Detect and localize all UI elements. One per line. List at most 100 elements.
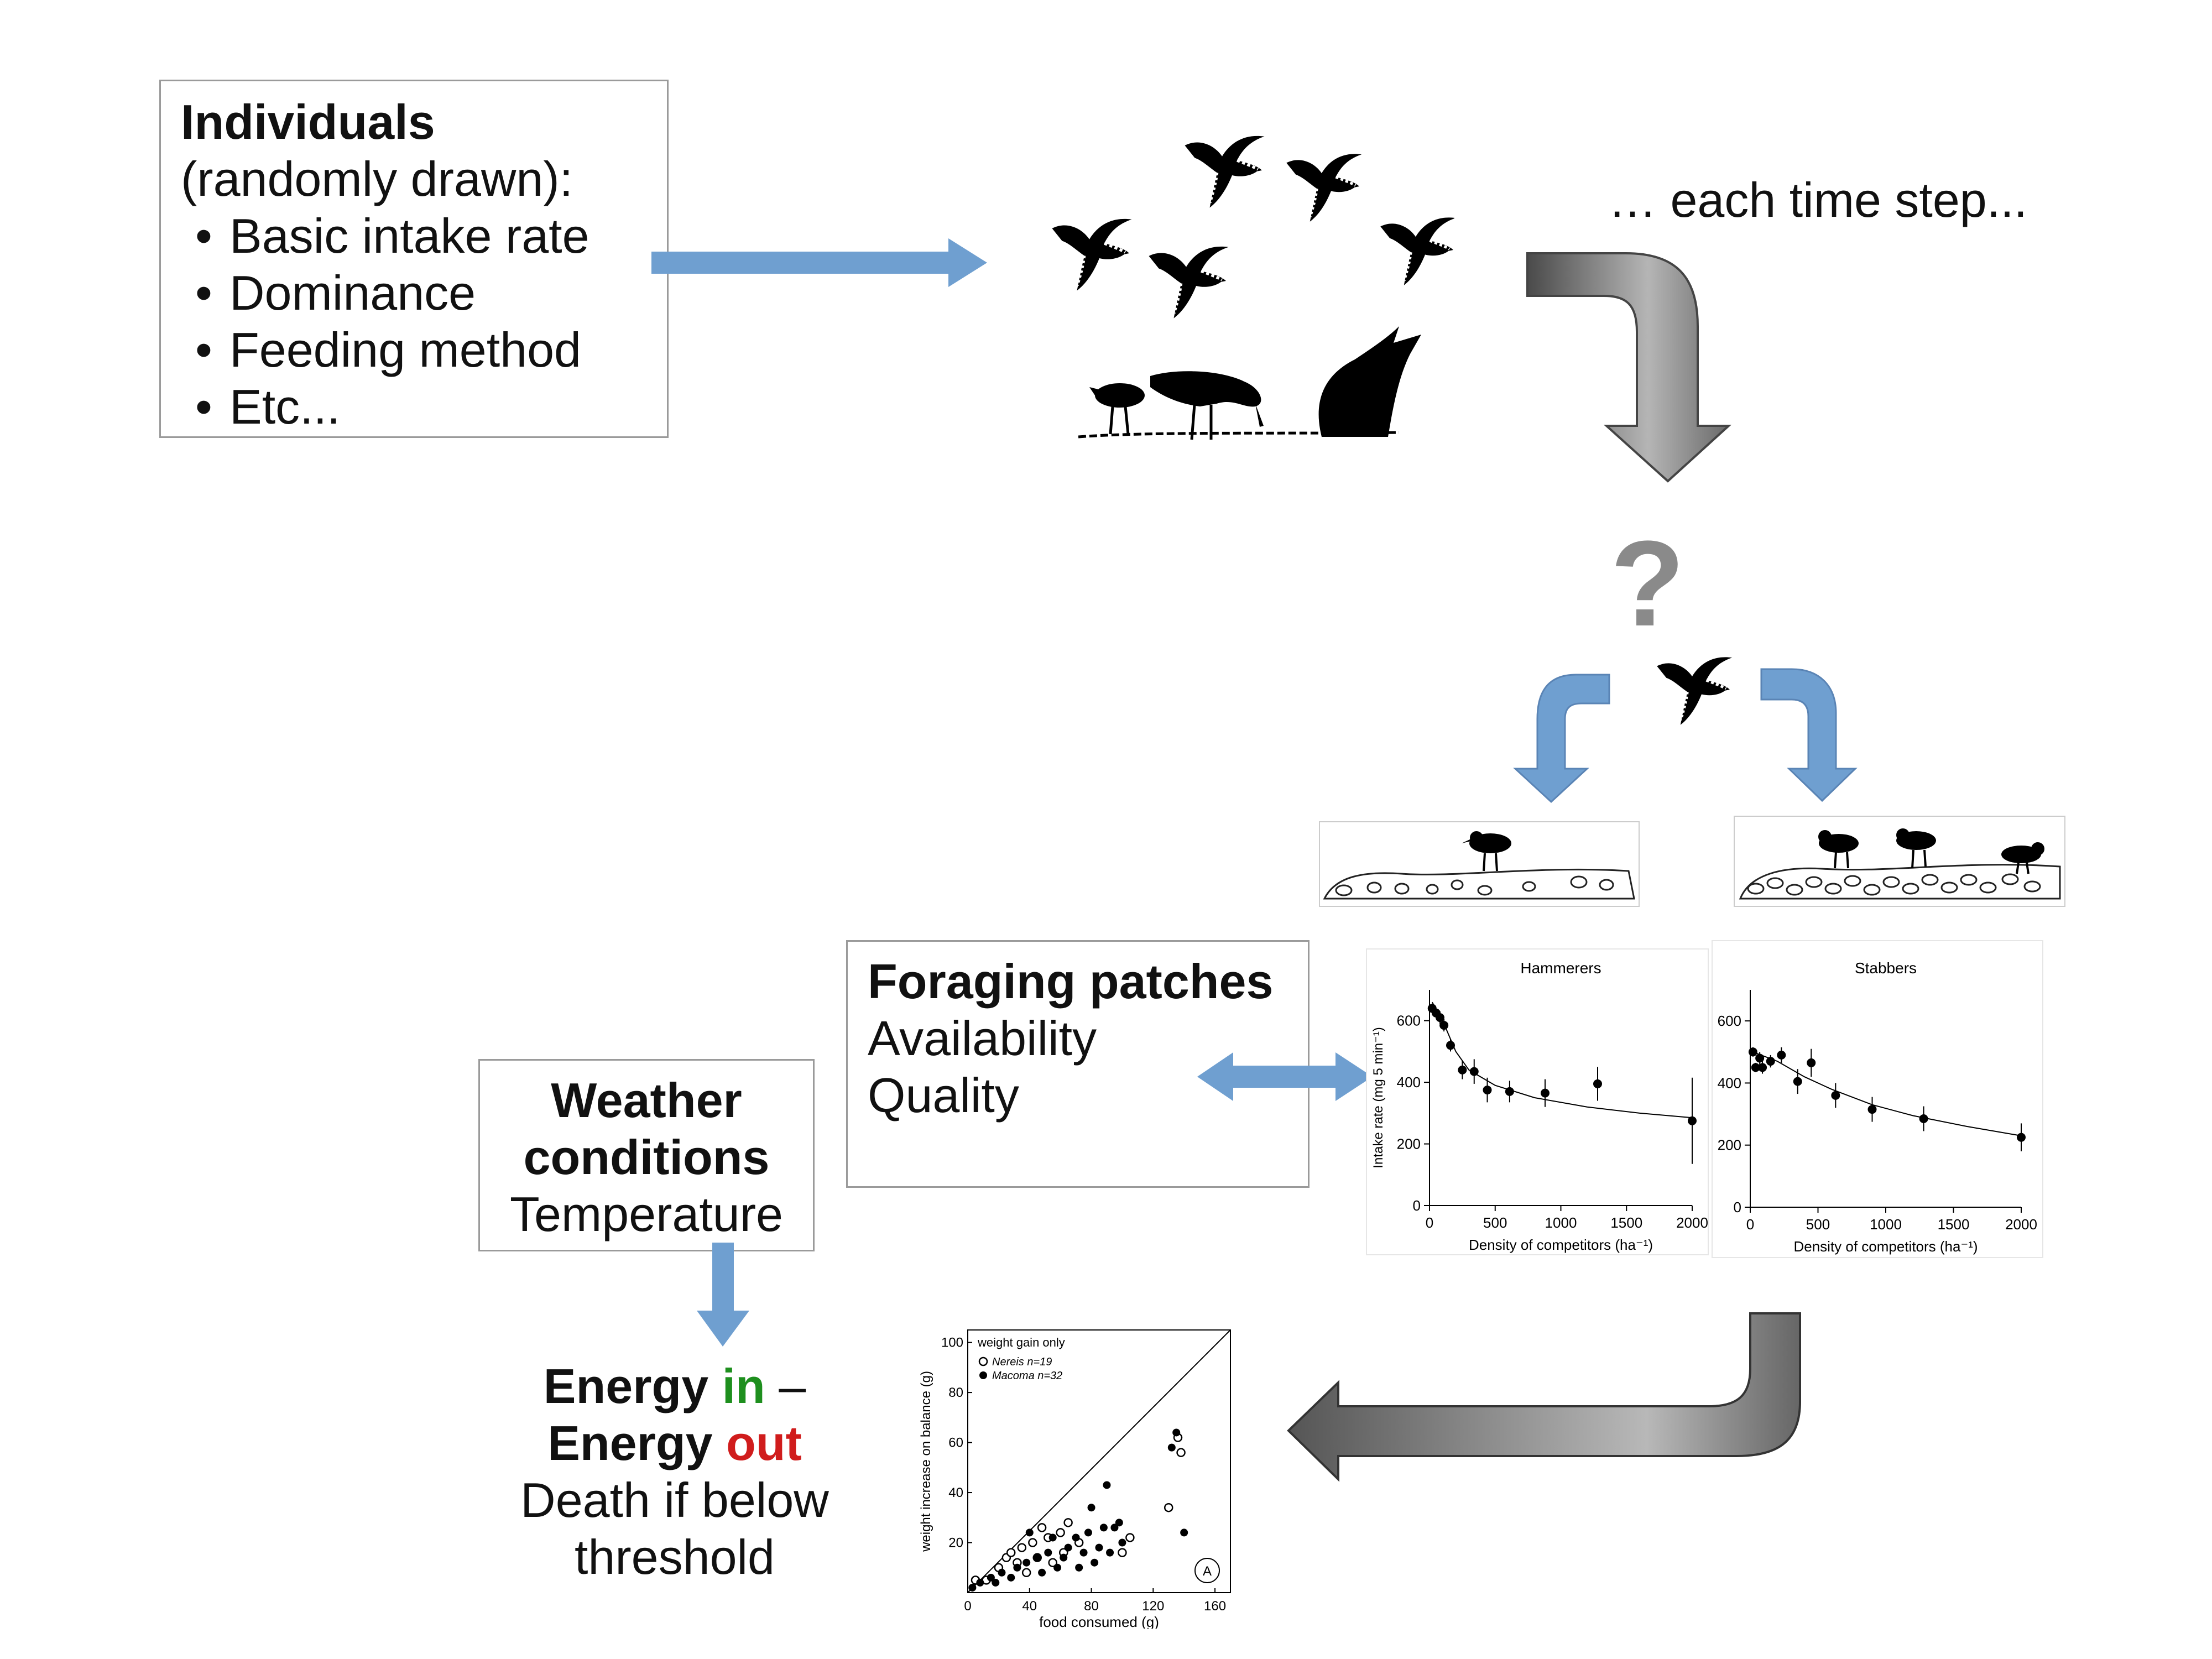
filled-data-point bbox=[1091, 1558, 1099, 1567]
filled-data-point bbox=[1072, 1533, 1080, 1542]
y-tick-label: 400 bbox=[1718, 1074, 1741, 1091]
y-axis-label: weight increase on balance (g) bbox=[919, 1371, 933, 1552]
y-tick-label: 80 bbox=[948, 1385, 963, 1400]
chart-title: Hammerers bbox=[1520, 959, 1601, 977]
data-point bbox=[1807, 1058, 1816, 1067]
data-point bbox=[1505, 1087, 1514, 1096]
open-data-point bbox=[1118, 1548, 1127, 1557]
filled-data-point bbox=[1064, 1543, 1072, 1552]
open-data-point bbox=[1164, 1503, 1173, 1512]
filled-data-point bbox=[1087, 1504, 1095, 1512]
y-tick-label: 200 bbox=[1397, 1136, 1421, 1152]
energy-word: Energy bbox=[547, 1416, 713, 1470]
foraging-line-quality: Quality bbox=[868, 1068, 1019, 1123]
filled-data-point bbox=[1115, 1519, 1123, 1527]
list-item: Etc... bbox=[181, 378, 589, 435]
filled-data-point bbox=[992, 1578, 1000, 1587]
chart-frame bbox=[1712, 940, 2043, 1258]
weight-gain-chart: 0 40 80 120 160 20 40 60 80 100 food consumed (g) w… bbox=[919, 1329, 1231, 1629]
x-tick-label: 1000 bbox=[1870, 1216, 1902, 1233]
data-point bbox=[2017, 1133, 2026, 1142]
arrow-to-flock bbox=[651, 238, 987, 287]
open-data-point bbox=[1176, 1448, 1186, 1457]
filled-data-point bbox=[1022, 1558, 1031, 1567]
open-data-point bbox=[1056, 1528, 1065, 1537]
filled-data-point bbox=[1038, 1568, 1046, 1577]
data-point bbox=[1469, 1067, 1479, 1076]
energy-out-word: out bbox=[726, 1416, 802, 1470]
energy-dash: – bbox=[779, 1359, 806, 1413]
patch-sparse-illustration bbox=[1319, 821, 1640, 907]
x-tick-label: 0 bbox=[1746, 1216, 1754, 1233]
x-tick-label: 1000 bbox=[1545, 1214, 1577, 1231]
choice-arrow-left bbox=[1513, 674, 1610, 804]
legend-marker-filled bbox=[979, 1371, 987, 1379]
x-axis-label: food consumed (g) bbox=[1039, 1614, 1159, 1629]
data-point bbox=[1541, 1088, 1550, 1098]
filled-data-point bbox=[968, 1583, 977, 1592]
y-tick-label: 600 bbox=[1397, 1013, 1421, 1029]
time-step-arrow bbox=[1526, 252, 1732, 483]
y-tick-label: 400 bbox=[1397, 1074, 1421, 1091]
filled-data-point bbox=[987, 1573, 995, 1582]
arrow-weather-down bbox=[697, 1243, 749, 1347]
filled-data-point bbox=[1033, 1553, 1041, 1562]
panel-label-circle bbox=[1194, 1558, 1220, 1583]
bird-flock-illustration bbox=[1012, 116, 1454, 440]
weather-conditions-box: Weather conditions Temperature bbox=[478, 1059, 815, 1251]
y-tick-label: 60 bbox=[948, 1436, 963, 1451]
data-point bbox=[1758, 1063, 1767, 1072]
filled-data-point bbox=[1013, 1563, 1021, 1572]
x-tick-label: 120 bbox=[1142, 1599, 1164, 1614]
y-tick-label: 200 bbox=[1718, 1137, 1741, 1154]
energy-out-line: Energy out bbox=[453, 1415, 896, 1472]
time-step-label: … each time step... bbox=[1608, 173, 2028, 227]
data-point bbox=[1748, 1047, 1757, 1057]
open-data-point bbox=[1017, 1543, 1027, 1552]
filled-data-point bbox=[1180, 1528, 1188, 1537]
filled-data-point bbox=[1106, 1548, 1114, 1557]
filled-data-point bbox=[1060, 1553, 1068, 1562]
filled-data-point bbox=[1079, 1548, 1088, 1557]
filled-data-point bbox=[1048, 1533, 1057, 1542]
data-point bbox=[1458, 1065, 1467, 1074]
list-item: Dominance bbox=[181, 264, 589, 321]
bird-choosing-icon bbox=[1637, 625, 1747, 735]
open-data-point bbox=[1037, 1523, 1047, 1532]
filled-data-point bbox=[1118, 1538, 1126, 1547]
individuals-box: Individuals (randomly drawn): Basic inta… bbox=[159, 80, 669, 438]
energy-in-line: Energy in – bbox=[453, 1358, 896, 1415]
x-tick-label: 2000 bbox=[2005, 1216, 2037, 1233]
individuals-list: Basic intake rate Dominance Feeding meth… bbox=[181, 207, 589, 435]
filled-data-point bbox=[1084, 1528, 1092, 1537]
filled-data-point bbox=[1053, 1563, 1062, 1572]
data-point bbox=[1919, 1114, 1928, 1123]
data-point bbox=[1777, 1050, 1786, 1060]
data-point bbox=[1688, 1116, 1697, 1125]
y-axis-label: Intake rate (mg 5 min⁻¹) bbox=[1371, 1027, 1386, 1168]
individuals-subtitle: (randomly drawn): bbox=[181, 152, 573, 206]
patch-rich-illustration bbox=[1734, 816, 2065, 907]
energy-in-word: in bbox=[722, 1359, 765, 1413]
foraging-line-availability: Availability bbox=[868, 1011, 1097, 1066]
data-point bbox=[1867, 1105, 1877, 1114]
foraging-title: Foraging patches bbox=[868, 954, 1274, 1009]
death-threshold-line2: threshold bbox=[574, 1530, 775, 1584]
data-point bbox=[1793, 1077, 1802, 1086]
open-data-point bbox=[1125, 1533, 1135, 1542]
open-data-point bbox=[1048, 1558, 1057, 1567]
stabbers-chart: Stabbers 0 500 1000 1500 2000 0 200 400 600 Densit… bbox=[1712, 940, 2043, 1258]
chart-title: Stabbers bbox=[1855, 959, 1917, 977]
filled-data-point bbox=[998, 1568, 1006, 1577]
filled-data-point bbox=[1103, 1481, 1111, 1489]
y-tick-label: 100 bbox=[941, 1335, 963, 1350]
chart-frame bbox=[1366, 948, 1709, 1255]
open-data-point bbox=[1006, 1548, 1016, 1557]
filled-data-point bbox=[1075, 1563, 1083, 1572]
x-tick-label: 0 bbox=[964, 1599, 971, 1614]
y-tick-label: 40 bbox=[948, 1485, 963, 1500]
x-tick-label: 40 bbox=[1022, 1599, 1037, 1614]
list-item: Feeding method bbox=[181, 321, 589, 378]
fit-curve bbox=[1431, 1001, 1693, 1119]
x-tick-label: 80 bbox=[1084, 1599, 1099, 1614]
